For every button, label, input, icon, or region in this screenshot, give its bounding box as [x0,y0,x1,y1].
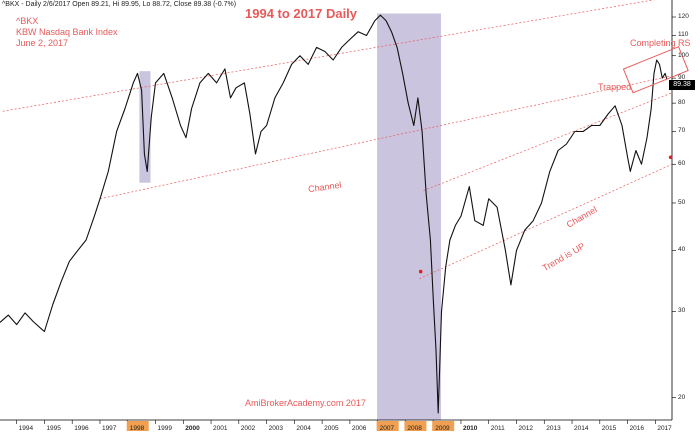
shaded-region [139,71,151,183]
price-line [0,14,668,414]
completing-rectangle [622,46,689,94]
channel-line [99,75,673,200]
chart-title: 1994 to 2017 Daily [245,6,358,21]
x-tick-label: 1995 [46,425,61,432]
completing-box [622,46,689,94]
x-tick-label: 1999 [157,425,172,432]
axes [0,0,673,421]
x-tick-label: 2006 [351,425,367,432]
watermark: AmiBrokerAcademy.com 2017 [245,398,366,408]
x-tick-label: 2001 [213,425,228,432]
channel-lines [2,0,673,280]
trapped-label: Trapped [598,82,632,92]
y-tick-label: 70 [678,127,686,135]
x-tick-label: 2002 [240,425,256,432]
last-price-badge: 89.38 [669,80,695,90]
x-tick-label: 2005 [324,425,339,432]
price-series [0,14,668,414]
channel-line [423,92,673,191]
index-name-label: KBW Nasdaq Bank Index [16,27,118,37]
y-tick-label: 60 [678,160,686,168]
x-tick-label: 1997 [101,425,117,432]
x-tick-label: 1994 [18,425,34,432]
y-tick-marks [672,16,676,398]
y-tick-label: 20 [678,393,686,401]
x-tick-label: 2000 [185,425,200,432]
markers [418,155,673,274]
y-tick-label: 120 [678,13,689,20]
y-tick-label: 40 [678,246,686,254]
x-tick-label: 2004 [296,425,311,432]
x-tick-label: 2003 [268,425,284,432]
x-tick-label: 2014 [574,425,589,432]
x-tick-label: 2017 [657,425,672,432]
y-tick-label: 90 [678,74,686,82]
x-tick-label: 2010 [462,425,478,432]
header-line: ^BKX - Daily 2/6/2017 Open 89.21, Hi 89.… [2,1,237,8]
x-tick-marks [16,420,656,431]
x-tick-label: 2007 [379,425,395,432]
x-tick-highlight [432,421,455,431]
x-tick-label: 1996 [74,425,89,432]
x-tick-label: 2015 [601,425,617,432]
marker-dot [668,155,673,160]
completing-rs-label: Completing RS [630,38,691,48]
y-tick-label: 100 [678,51,689,59]
x-tick-highlight [404,421,427,431]
x-tick-label: 2011 [490,425,505,432]
x-tick-label: 2012 [518,425,533,432]
x-tick-label: 2016 [629,425,645,432]
x-tick-label: 2009 [435,425,450,432]
shaded-region [377,13,441,420]
x-tick-label: 2013 [546,425,561,432]
x-tick-highlight [376,421,399,431]
marker-dot [418,269,423,274]
y-tick-label: 30 [678,307,686,315]
symbol-label: ^BKX [16,16,39,26]
y-tick-label: 50 [678,198,686,206]
channel-line [2,0,656,112]
y-tick-label: 110 [678,31,689,39]
x-tick-highlight [126,421,149,431]
y-tick-label: 80 [678,99,686,107]
date-label: June 2, 2017 [16,38,69,48]
shaded-regions [139,13,441,420]
x-tick-label: 1998 [129,425,145,432]
x-tick-label: 2008 [407,425,422,432]
